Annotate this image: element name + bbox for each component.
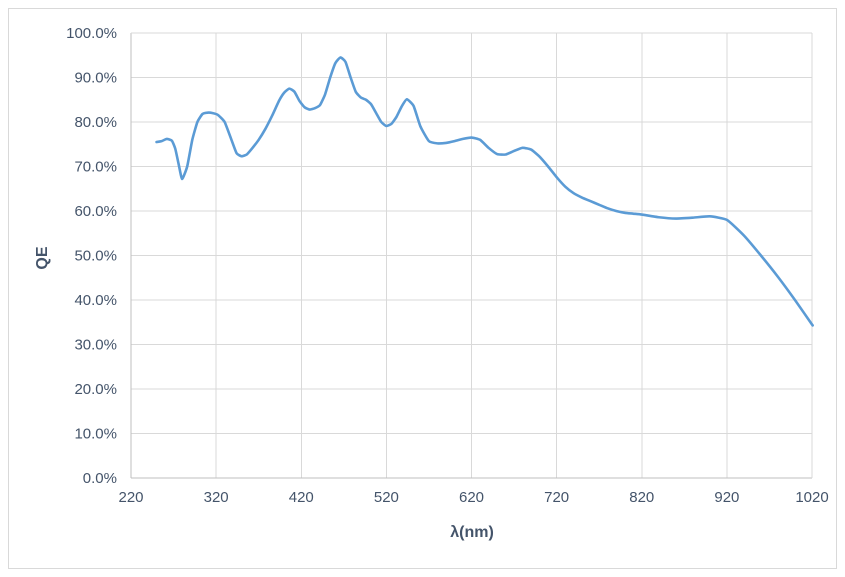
y-axis-tick-label: 50.0% bbox=[74, 248, 117, 265]
x-axis-tick-label: 320 bbox=[204, 489, 229, 506]
x-axis-tick-label: 920 bbox=[714, 489, 739, 506]
chart-border bbox=[8, 8, 837, 569]
axis-lines bbox=[130, 32, 813, 479]
x-axis-tick-label: 220 bbox=[118, 489, 143, 506]
x-axis-tick-label: 520 bbox=[374, 489, 399, 506]
series-line-qe bbox=[155, 56, 814, 327]
y-axis-tick-label: 80.0% bbox=[74, 114, 117, 131]
x-axis-tick-label: 420 bbox=[289, 489, 314, 506]
y-axis-tick-label: 40.0% bbox=[74, 292, 117, 309]
x-axis-tick-label: 620 bbox=[459, 489, 484, 506]
x-axis-tick-label: 1020 bbox=[795, 489, 828, 506]
y-axis-tick-label: 30.0% bbox=[74, 337, 117, 354]
x-axis-tick-labels: 220 320 420 520 620 720 820 920 1020 bbox=[118, 489, 828, 506]
x-axis-tick-label: 820 bbox=[629, 489, 654, 506]
y-axis-tick-label: 70.0% bbox=[74, 159, 117, 176]
x-axis-tick-label: 720 bbox=[544, 489, 569, 506]
y-axis-tick-label: 10.0% bbox=[74, 426, 117, 443]
data-series-qe bbox=[155, 56, 814, 327]
y-axis-title: QE bbox=[34, 246, 51, 269]
y-axis-tick-label: 0.0% bbox=[83, 470, 117, 487]
y-axis-tick-label: 20.0% bbox=[74, 381, 117, 398]
y-axis-tick-label: 100.0% bbox=[66, 25, 117, 42]
y-axis-tick-label: 60.0% bbox=[74, 203, 117, 220]
y-axis-tick-label: 90.0% bbox=[74, 70, 117, 87]
y-axis-tick-labels: 0.0% 10.0% 20.0% 30.0% 40.0% 50.0% 60.0% 70.0% 8… bbox=[66, 25, 117, 487]
x-axis-title: λ(nm) bbox=[450, 524, 494, 541]
